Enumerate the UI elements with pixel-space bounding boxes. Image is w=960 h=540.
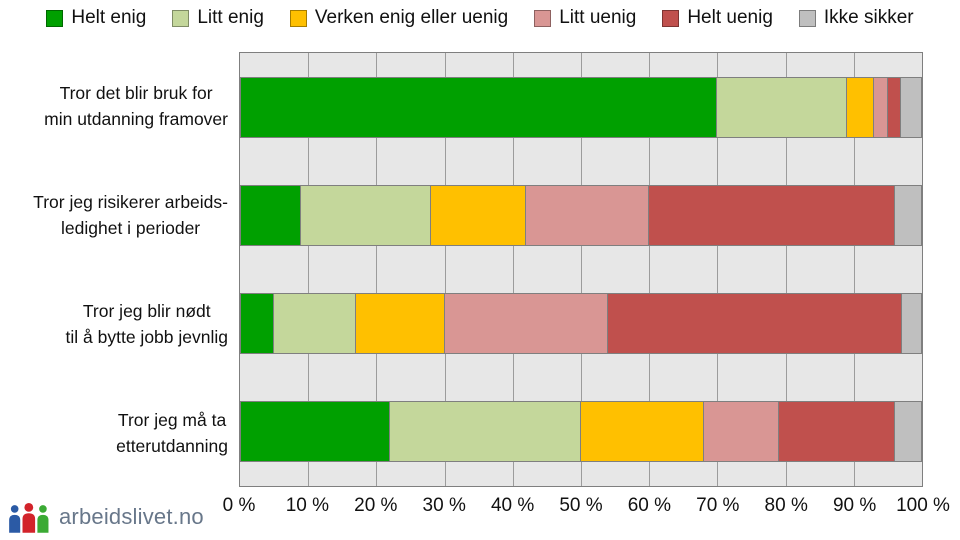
x-tick-label: 50 % [559, 495, 603, 516]
category-label: Tror det blir bruk for min utdanning fram… [44, 80, 228, 132]
category-label-line: ledighet i perioder [61, 218, 201, 239]
stacked-bar [240, 401, 922, 463]
legend-item: Helt uenig [662, 7, 773, 29]
legend-swatch-icon [289, 9, 307, 27]
x-axis: 0 % 10 % 20 % 30 % 40 % 50 % 60 % 70 % 80 % 90 % 1… [223, 495, 950, 525]
legend-swatch-icon [172, 9, 190, 27]
bar-segment [649, 184, 895, 246]
gridline [581, 53, 582, 486]
category-label: Tror jeg blir nødt til å bytte jobb jevnl… [66, 298, 228, 350]
category-label-line: min utdanning framover [44, 109, 228, 130]
bar-segment [430, 184, 527, 246]
gridline [717, 53, 719, 486]
bar-segment [580, 401, 704, 463]
logo-people-icon [9, 502, 49, 533]
legend-item: Verken enig eller uenig [289, 7, 509, 29]
bar-segment [887, 76, 902, 138]
x-tick-label: 100 % [896, 495, 950, 516]
bar-segment [526, 184, 650, 246]
legend-item: Litt enig [172, 7, 264, 29]
bar-segment [901, 76, 922, 138]
legend-item: Ikke sikker [798, 7, 914, 29]
legend-label: Ikke sikker [823, 7, 914, 28]
gridline [444, 53, 446, 486]
category-label-line: Tror det blir bruk for [59, 83, 213, 104]
x-tick-label: 30 % [422, 495, 466, 516]
stacked-bar [240, 184, 922, 246]
legend-label: Litt enig [197, 7, 264, 28]
x-tick-label: 70 % [696, 495, 740, 516]
x-tick-label: 40 % [490, 495, 535, 516]
bar-segment [894, 184, 922, 246]
category-label-line: Tror jeg må ta [117, 409, 227, 430]
x-tick-label: 10 % [285, 495, 330, 516]
bar-segment [778, 401, 895, 463]
gridline [512, 53, 514, 486]
legend-swatch-icon [662, 9, 680, 27]
bar-segment [608, 293, 902, 355]
legend-swatch-icon [46, 9, 64, 27]
bar-segment [355, 293, 445, 355]
legend-item: Helt enig [46, 7, 146, 29]
gridline [853, 53, 855, 486]
bar-segment [874, 76, 888, 138]
plot-rows [240, 53, 922, 486]
legend-swatch-icon [534, 9, 552, 27]
gridline [649, 53, 651, 486]
stacked-bar [240, 293, 922, 355]
legend-label: Verken enig eller uenig [314, 7, 509, 28]
bar-segment [703, 401, 779, 463]
gridline [785, 53, 787, 486]
bar-row [240, 270, 922, 378]
gridline [376, 53, 378, 486]
bar-segment [717, 76, 847, 138]
bar-segment [901, 293, 922, 355]
bar-segment [240, 401, 391, 463]
category-labels: Tror det blir bruk for min utdanning fram… [0, 52, 233, 487]
bar-row [240, 161, 922, 269]
legend-item: Litt uenig [534, 7, 636, 29]
category-cell: Tror jeg må ta etterutdanning [0, 378, 233, 487]
category-label: Tror jeg må ta etterutdanning [116, 407, 228, 459]
logo-text[interactable]: arbeidslivet.no [59, 504, 204, 529]
bar-segment [240, 76, 718, 138]
logo-person-blue [9, 504, 21, 533]
legend-label: Helt uenig [687, 7, 773, 28]
x-tick-label: 90 % [832, 495, 877, 516]
gridline [308, 53, 310, 486]
category-label-line: etterutdanning [116, 435, 228, 456]
plot-area [239, 52, 923, 487]
category-cell: Tror jeg risikerer arbeids-ledighet i pe… [0, 161, 233, 270]
bar-segment [444, 293, 609, 355]
stacked-bar [240, 76, 922, 138]
x-tick-label: 60 % [627, 495, 672, 516]
x-tick-label: 80 % [764, 495, 808, 516]
logo-person-red [22, 502, 36, 533]
legend: Helt enig Litt enig Verken enig eller ueni… [0, 7, 960, 29]
bar-segment [846, 76, 875, 138]
bar-row [240, 53, 922, 161]
bar-row [240, 378, 922, 486]
footer-logo[interactable]: arbeidslivet.no [8, 498, 204, 536]
x-tick-label: 20 % [354, 495, 398, 516]
legend-label: Helt enig [71, 7, 147, 28]
logo-person-green [37, 504, 49, 533]
category-label: Tror jeg risikerer arbeids-ledighet i pe… [33, 189, 228, 241]
legend-swatch-icon [798, 9, 816, 27]
bar-segment [240, 293, 275, 355]
bar-segment [301, 184, 431, 246]
category-label-line: til å bytte jobb jevnlig [65, 326, 228, 347]
x-tick-label: 0 % [222, 495, 256, 516]
bar-segment [274, 293, 356, 355]
bar-segment [894, 401, 922, 463]
category-cell: Tror det blir bruk for min utdanning fram… [0, 52, 233, 161]
category-label-line: Tror jeg risikerer arbeids- [33, 192, 228, 213]
bar-segment [240, 184, 302, 246]
category-cell: Tror jeg blir nødt til å bytte jobb jevnl… [0, 270, 233, 379]
category-label-line: Tror jeg blir nødt [82, 300, 211, 321]
bar-segment [390, 401, 581, 463]
legend-label: Litt uenig [559, 7, 637, 28]
